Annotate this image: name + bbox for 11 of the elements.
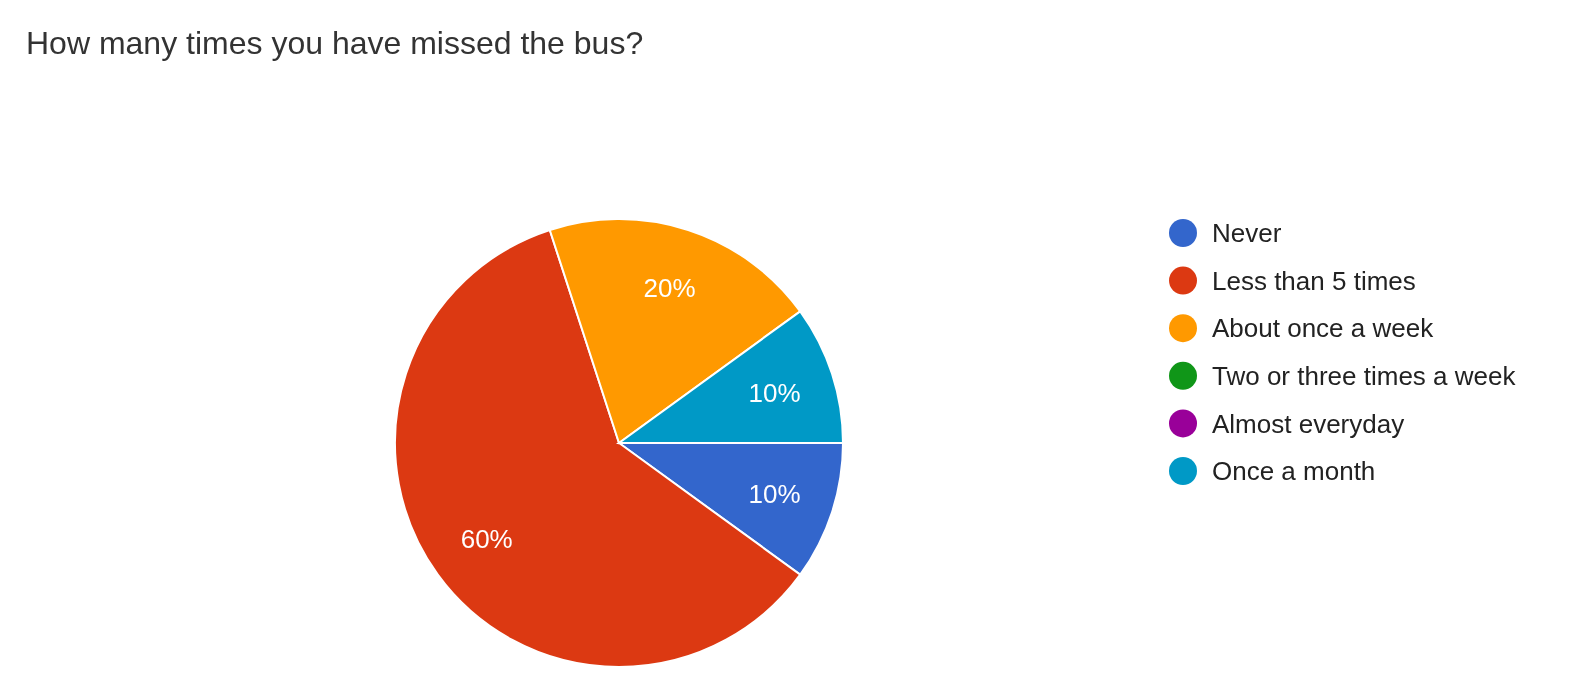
legend-label: Two or three times a week: [1212, 360, 1517, 391]
legend-label: Less than 5 times: [1212, 265, 1416, 296]
legend-label: Almost everyday: [1212, 408, 1405, 439]
legend-label: Never: [1212, 218, 1282, 249]
legend-label: About once a week: [1212, 313, 1435, 344]
data-label: 20%: [643, 272, 696, 303]
data-label: 10%: [748, 478, 801, 509]
chart-title: How many times you have missed the bus?: [26, 25, 644, 61]
legend-label: Once a month: [1212, 456, 1376, 487]
data-label: 10%: [748, 377, 801, 408]
data-label: 60%: [460, 524, 513, 555]
